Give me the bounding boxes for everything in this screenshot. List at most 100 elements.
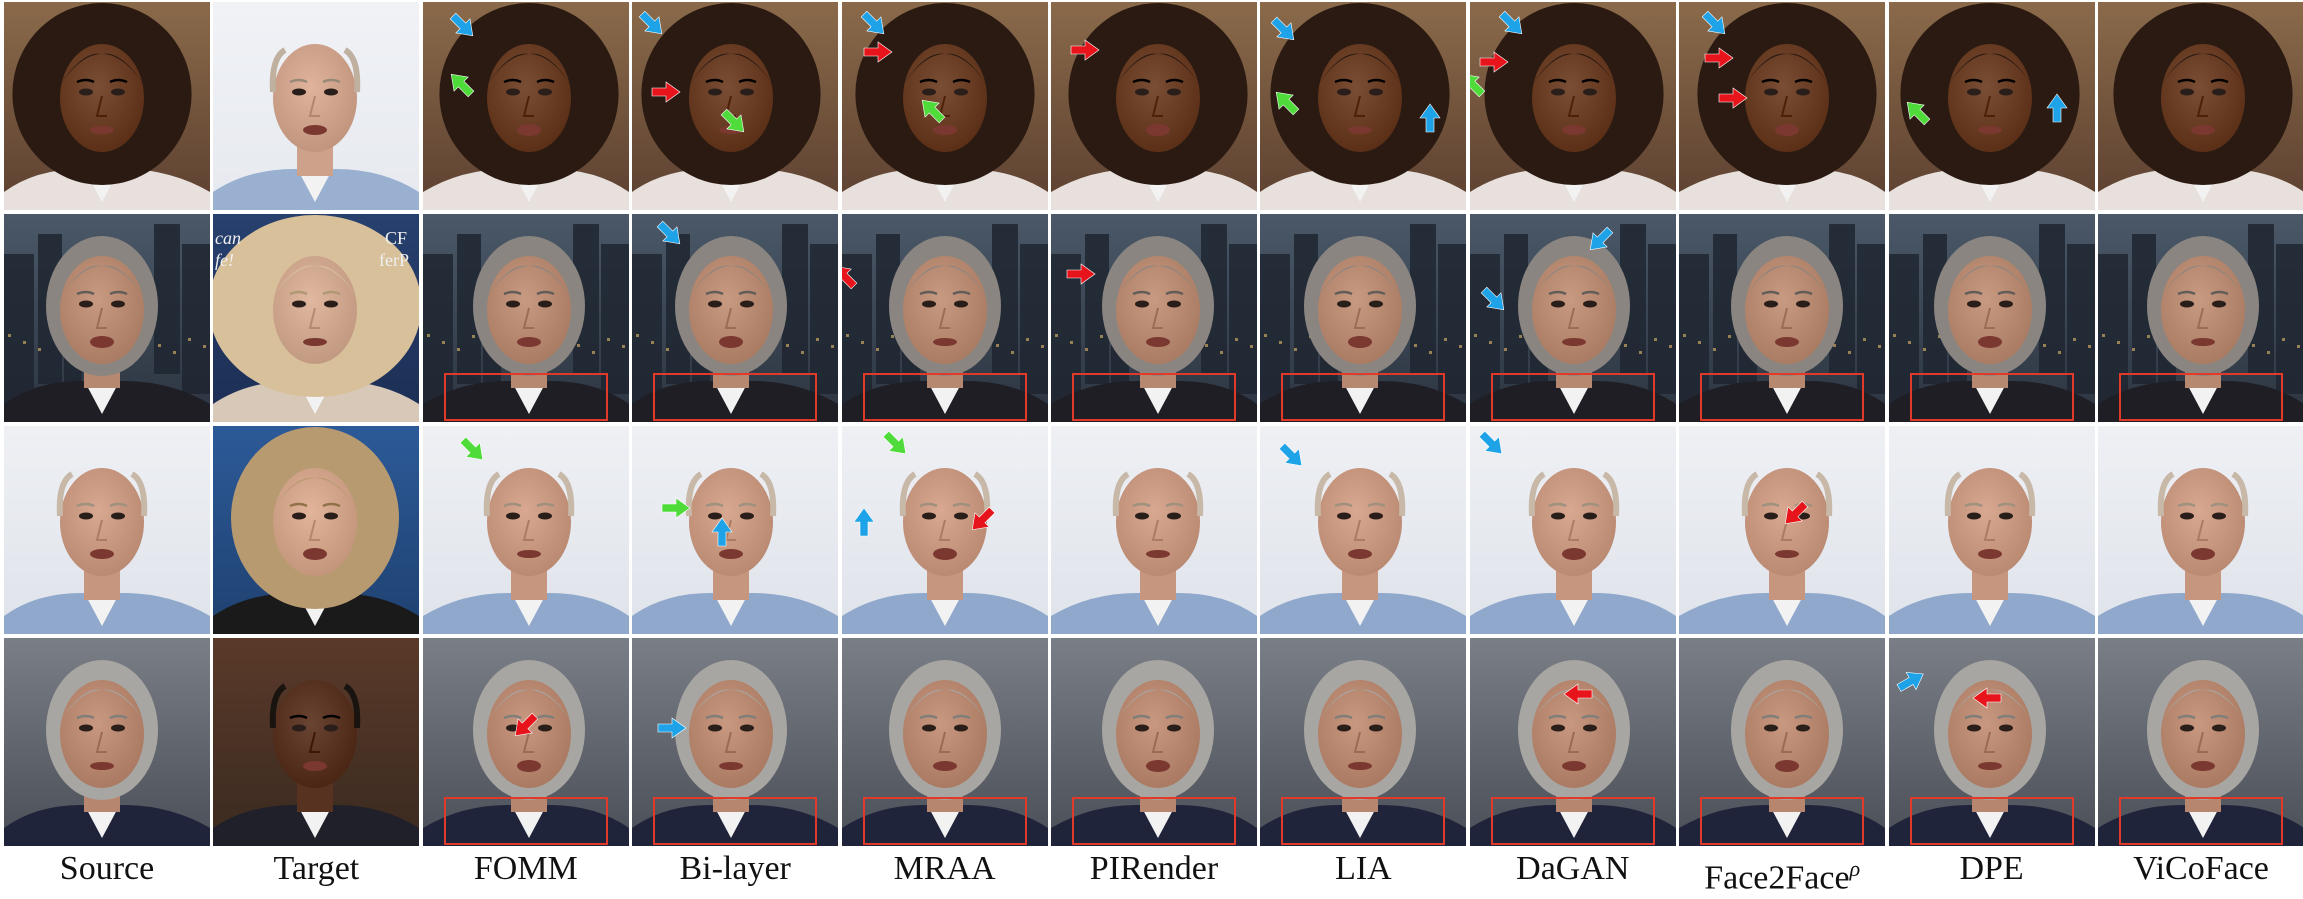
annotation-arrow bbox=[882, 430, 906, 455]
highlight-box bbox=[443, 373, 608, 421]
tile-row3-fomm bbox=[422, 426, 629, 634]
annotation-arrow bbox=[1563, 683, 1593, 705]
column-label-target: Target bbox=[213, 848, 419, 890]
annotation-arrow bbox=[514, 712, 539, 737]
annotation-arrow bbox=[1070, 39, 1100, 61]
annotation-arrow bbox=[638, 10, 663, 35]
tile-row2-dpe bbox=[1888, 214, 2095, 422]
tile-row2-vicoface bbox=[2098, 214, 2303, 422]
highlight-box bbox=[1700, 797, 1865, 845]
face-image bbox=[1469, 638, 1676, 846]
tile-row4-target bbox=[213, 638, 420, 846]
tile-row3-lia bbox=[1260, 426, 1467, 634]
highlight-box bbox=[443, 797, 608, 845]
face-image bbox=[213, 638, 420, 846]
annotation-arrow bbox=[971, 506, 995, 531]
column-label-bilayer: Bi-layer bbox=[632, 848, 838, 890]
annotation-arrow bbox=[1704, 47, 1734, 69]
tile-row1-dpe bbox=[1888, 2, 2095, 210]
face-image bbox=[1260, 426, 1467, 634]
face-image bbox=[1679, 214, 1886, 422]
face-image bbox=[422, 426, 629, 634]
tile-row4-lia bbox=[1260, 638, 1467, 846]
column-label-text: MRAA bbox=[893, 850, 996, 887]
column-label-text: Face2Face bbox=[1704, 859, 1850, 897]
tile-row2-face2face bbox=[1679, 214, 1886, 422]
highlight-box bbox=[2119, 373, 2283, 421]
column-label-face2face: Face2Faceρ bbox=[1679, 848, 1885, 896]
tile-row3-mraa bbox=[841, 426, 1048, 634]
face-image bbox=[1260, 214, 1467, 422]
tile-row3-face2face bbox=[1679, 426, 1886, 634]
tile-row4-pirender bbox=[1051, 638, 1257, 846]
tile-row1-mraa bbox=[841, 2, 1048, 210]
annotation-arrow bbox=[651, 81, 681, 103]
column-label-text: ViCoFace bbox=[2133, 850, 2269, 887]
annotation-arrow bbox=[1480, 286, 1504, 311]
annotation-arrow bbox=[711, 517, 733, 547]
tile-row4-source bbox=[4, 638, 210, 846]
face-image bbox=[632, 214, 839, 422]
tile-row1-dagan bbox=[1469, 2, 1676, 210]
tile-row1-face2face bbox=[1679, 2, 1886, 210]
annotation-arrow bbox=[921, 99, 945, 124]
annotation-arrow bbox=[1066, 263, 1096, 285]
highlight-box bbox=[1909, 797, 2074, 845]
face-image bbox=[1888, 2, 2095, 210]
face-image bbox=[1679, 426, 1886, 634]
highlight-box bbox=[653, 373, 818, 421]
column-label-pirender: PIRender bbox=[1051, 848, 1257, 890]
column-label-mraa: MRAA bbox=[842, 848, 1048, 890]
column-label-lia: LIA bbox=[1260, 848, 1466, 890]
face-image bbox=[422, 214, 629, 422]
highlight-box bbox=[653, 797, 818, 845]
tile-row1-pirender bbox=[1051, 2, 1257, 210]
face-image bbox=[1888, 638, 2095, 846]
highlight-box bbox=[1072, 797, 1236, 845]
face-image bbox=[1469, 2, 1676, 210]
annotation-arrow bbox=[1478, 430, 1502, 455]
annotation-arrow bbox=[1279, 442, 1303, 467]
tile-row2-fomm bbox=[422, 214, 629, 422]
annotation-arrow bbox=[1469, 73, 1486, 98]
column-label-dpe: DPE bbox=[1889, 848, 2095, 890]
highlight-box bbox=[2119, 797, 2283, 845]
highlight-box bbox=[1909, 373, 2074, 421]
tile-row3-source bbox=[4, 426, 210, 634]
column-label-superscript: ρ bbox=[1849, 856, 1861, 881]
face-image bbox=[1888, 426, 2095, 634]
face-image bbox=[213, 426, 420, 634]
tile-row4-mraa bbox=[841, 638, 1048, 846]
annotation-arrow bbox=[720, 108, 745, 133]
face-image bbox=[841, 214, 1048, 422]
annotation-arrow bbox=[1896, 671, 1924, 692]
face-image bbox=[1051, 214, 1257, 422]
tile-row3-pirender bbox=[1051, 426, 1257, 634]
face-image bbox=[841, 2, 1048, 210]
tile-row2-pirender bbox=[1051, 214, 1257, 422]
column-label-text: Target bbox=[273, 850, 360, 887]
target-background-text: CF bbox=[385, 228, 407, 248]
tile-row1-source bbox=[4, 2, 210, 210]
tile-row2-lia bbox=[1260, 214, 1467, 422]
face-image bbox=[4, 426, 210, 634]
column-label-text: PIRender bbox=[1089, 850, 1219, 887]
target-background-text: ferP bbox=[379, 250, 409, 270]
face-image bbox=[1888, 214, 2095, 422]
annotation-arrow bbox=[2046, 93, 2068, 123]
highlight-box bbox=[1281, 797, 1446, 845]
annotation-arrow bbox=[656, 220, 681, 245]
face-image bbox=[632, 638, 839, 846]
face-image bbox=[1260, 2, 1467, 210]
highlight-box bbox=[862, 797, 1027, 845]
tile-row1-target bbox=[213, 2, 420, 210]
face-image bbox=[1469, 214, 1676, 422]
face-image bbox=[1260, 638, 1467, 846]
face-image bbox=[1051, 638, 1257, 846]
column-label-text: Source bbox=[59, 850, 155, 887]
annotation-arrow bbox=[1276, 91, 1300, 116]
highlight-box bbox=[1281, 373, 1446, 421]
face-image bbox=[2098, 214, 2303, 422]
tile-row4-vicoface bbox=[2098, 638, 2303, 846]
